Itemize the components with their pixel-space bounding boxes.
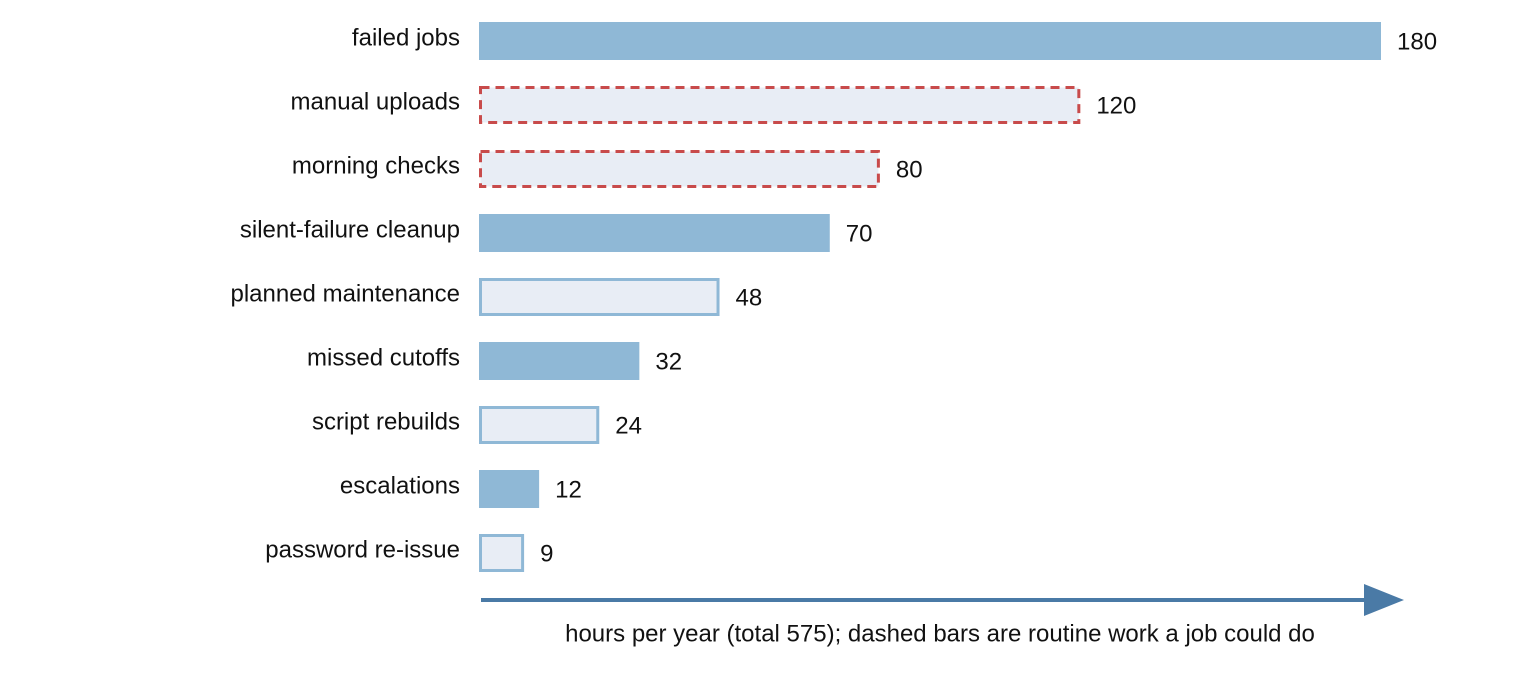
value-label: 24 — [615, 412, 642, 439]
category-label: failed jobs — [352, 24, 460, 51]
category-label: silent-failure cleanup — [240, 216, 460, 243]
bar — [479, 278, 720, 316]
bar — [479, 534, 525, 572]
category-label: manual uploads — [291, 88, 460, 115]
value-label: 48 — [736, 284, 763, 311]
category-label: password re-issue — [265, 536, 460, 563]
bar — [479, 406, 600, 444]
category-label: planned maintenance — [230, 280, 460, 307]
bar — [479, 150, 880, 188]
value-label: 120 — [1096, 92, 1136, 119]
value-label: 180 — [1397, 28, 1437, 55]
bar — [479, 86, 1081, 124]
value-label: 12 — [555, 476, 582, 503]
x-axis-label: hours per year (total 575); dashed bars … — [565, 620, 1315, 647]
bar — [479, 342, 640, 380]
value-label: 80 — [896, 156, 923, 183]
value-label: 32 — [655, 348, 682, 375]
bar — [479, 22, 1381, 60]
bar — [479, 470, 540, 508]
bar — [479, 214, 830, 252]
value-label: 9 — [540, 540, 553, 567]
category-label: script rebuilds — [312, 408, 460, 435]
category-label: missed cutoffs — [307, 344, 460, 371]
value-label: 70 — [846, 220, 873, 247]
category-label: escalations — [340, 472, 460, 499]
axis-arrow — [1364, 584, 1404, 616]
category-label: morning checks — [292, 152, 460, 179]
